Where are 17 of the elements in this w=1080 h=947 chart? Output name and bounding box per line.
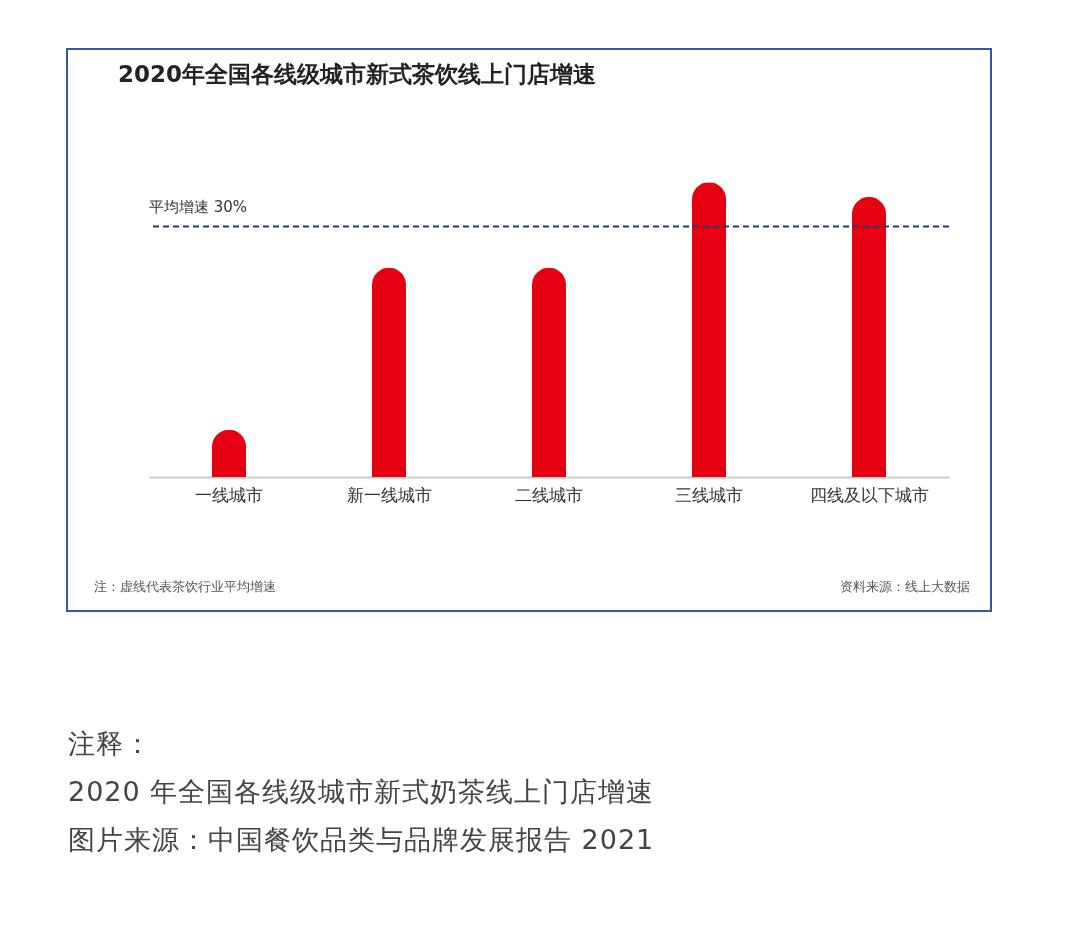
bar	[212, 429, 246, 477]
x-tick-label: 三线城市	[675, 484, 743, 505]
bar	[532, 267, 566, 477]
x-tick-label: 一线城市	[195, 484, 263, 505]
text: 图片来源：中国餐饮品类与品牌发展报告 2021	[68, 823, 655, 857]
text: 资料来源：线上大数据	[840, 578, 970, 596]
bar	[692, 182, 726, 477]
text: 注释：	[68, 727, 153, 761]
text: 2020 年全国各线级城市新式奶茶线上门店增速	[68, 775, 655, 809]
ref-line-label: 平均增速 30%	[149, 197, 248, 216]
x-tick-label: 新一线城市	[346, 484, 432, 505]
bar	[372, 267, 406, 477]
bar	[852, 197, 886, 477]
x-tick-label: 二线城市	[515, 484, 583, 505]
chart-title: 2020年全国各线级城市新式茶饮线上门店增速	[118, 61, 597, 87]
x-tick-label: 四线及以下城市	[809, 484, 929, 505]
text: 注：虚线代表茶饮行业平均增速	[94, 578, 276, 596]
